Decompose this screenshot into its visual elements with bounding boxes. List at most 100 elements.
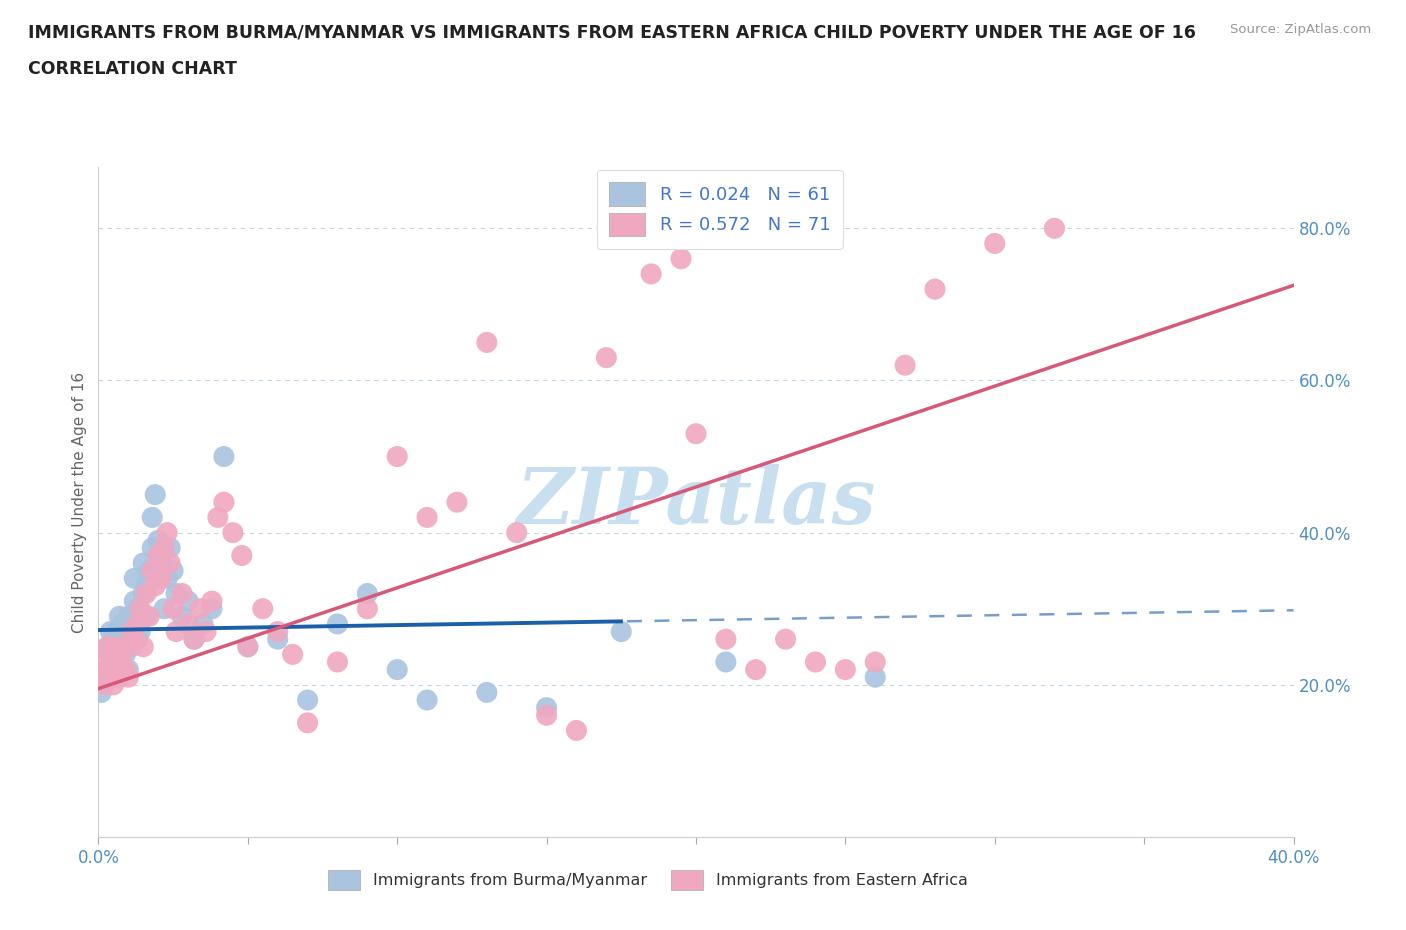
Point <box>894 358 917 373</box>
Point <box>141 564 163 578</box>
Y-axis label: Child Poverty Under the Age of 16: Child Poverty Under the Age of 16 <box>72 372 87 632</box>
Point <box>714 655 737 670</box>
Point <box>108 647 131 662</box>
Point <box>183 631 205 646</box>
Point <box>90 670 112 684</box>
Point <box>297 693 319 708</box>
Point <box>108 609 131 624</box>
Point <box>326 655 349 670</box>
Point <box>834 662 856 677</box>
Point <box>865 670 887 684</box>
Point <box>385 662 409 677</box>
Point <box>1043 220 1066 235</box>
Point <box>148 548 170 563</box>
Point <box>148 533 170 548</box>
Point <box>96 662 118 677</box>
Point <box>105 639 128 654</box>
Point <box>231 548 253 563</box>
Point <box>191 617 214 631</box>
Point <box>96 639 118 654</box>
Point <box>775 631 797 646</box>
Point <box>745 662 768 677</box>
Point <box>103 677 125 692</box>
Point <box>207 510 229 525</box>
Point <box>127 631 149 646</box>
Point <box>267 631 290 646</box>
Point <box>129 602 152 617</box>
Point <box>103 670 125 684</box>
Text: ZIPatlas: ZIPatlas <box>516 464 876 540</box>
Point <box>385 449 409 464</box>
Point <box>195 624 218 639</box>
Point <box>159 555 181 570</box>
Point <box>595 351 617 365</box>
Point <box>135 586 157 601</box>
Point <box>536 700 558 715</box>
Point <box>108 670 131 684</box>
Point <box>117 639 139 654</box>
Point <box>565 723 588 737</box>
Point <box>108 631 131 646</box>
Point <box>111 617 134 631</box>
Point <box>177 593 200 608</box>
Point <box>506 525 529 540</box>
Point <box>297 715 319 730</box>
Point <box>93 677 115 692</box>
Point <box>610 624 633 639</box>
Legend: Immigrants from Burma/Myanmar, Immigrants from Eastern Africa: Immigrants from Burma/Myanmar, Immigrant… <box>322 864 974 896</box>
Point <box>98 670 122 684</box>
Point <box>117 670 139 684</box>
Point <box>172 609 194 624</box>
Point <box>222 525 245 540</box>
Point <box>141 540 163 555</box>
Point <box>127 617 149 631</box>
Point <box>96 662 118 677</box>
Point <box>105 662 128 677</box>
Point <box>117 609 139 624</box>
Point <box>111 639 134 654</box>
Point <box>120 617 142 631</box>
Point <box>135 578 157 593</box>
Point <box>117 662 139 677</box>
Point <box>669 251 692 266</box>
Point <box>536 708 558 723</box>
Point <box>165 586 187 601</box>
Point <box>153 540 176 555</box>
Point <box>984 236 1007 251</box>
Point <box>356 586 378 601</box>
Point <box>156 571 179 586</box>
Point <box>156 525 179 540</box>
Point <box>129 624 152 639</box>
Point <box>138 564 160 578</box>
Point <box>252 602 274 617</box>
Point <box>103 655 125 670</box>
Point <box>446 495 468 510</box>
Point <box>153 602 176 617</box>
Point <box>124 631 146 646</box>
Point <box>475 335 498 350</box>
Point <box>236 639 259 654</box>
Point <box>162 564 184 578</box>
Point <box>138 609 160 624</box>
Point <box>108 655 131 670</box>
Point <box>356 602 378 617</box>
Point <box>98 647 122 662</box>
Point <box>714 631 737 646</box>
Point <box>865 655 887 670</box>
Point <box>90 685 112 700</box>
Point <box>105 624 128 639</box>
Point <box>162 602 184 617</box>
Point <box>132 586 155 601</box>
Point <box>685 426 707 441</box>
Point <box>103 631 125 646</box>
Point <box>111 655 134 670</box>
Point <box>236 639 259 654</box>
Point <box>93 655 115 670</box>
Point <box>150 571 173 586</box>
Point <box>132 639 155 654</box>
Point <box>143 487 166 502</box>
Point <box>475 685 498 700</box>
Point <box>326 617 349 631</box>
Point <box>267 624 290 639</box>
Point <box>120 639 142 654</box>
